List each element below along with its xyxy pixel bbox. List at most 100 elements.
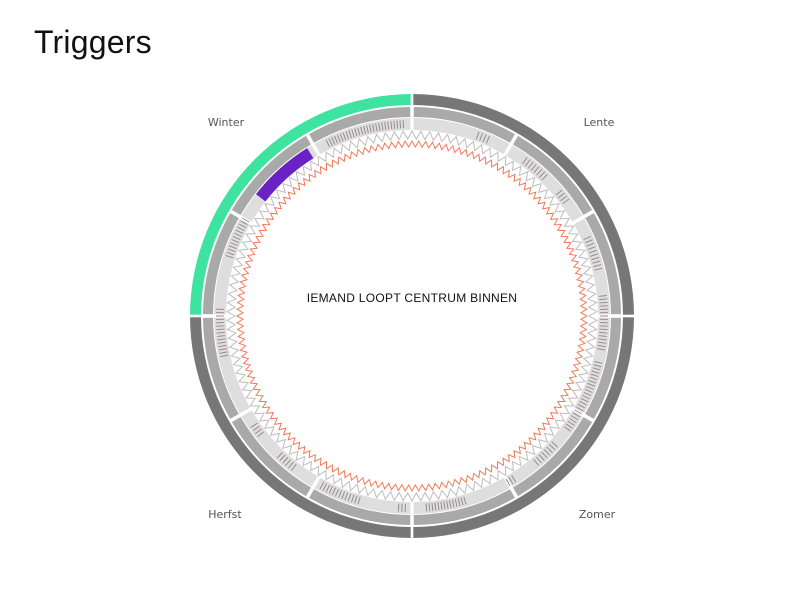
tick-mark [357, 127, 361, 136]
tick-mark [583, 235, 592, 240]
tick-mark [425, 503, 428, 512]
month-arc [203, 213, 239, 315]
tick-mark [577, 403, 586, 409]
tick-mark [363, 125, 367, 134]
tick-mark [322, 483, 328, 491]
tick-mark [378, 122, 381, 131]
tick-mark [536, 168, 543, 176]
tick-mark [342, 132, 347, 141]
tick-mark [565, 423, 573, 429]
tick-mark [341, 491, 346, 500]
tick-mark [216, 331, 225, 334]
tick-mark [354, 495, 358, 504]
tick-mark [569, 417, 577, 424]
tick-mark [588, 249, 597, 254]
tick-mark [252, 425, 260, 432]
tick-mark [583, 392, 592, 397]
tick-mark [588, 379, 597, 384]
tick-mark [290, 463, 297, 471]
month-inner-arc [214, 218, 251, 315]
tick-mark [336, 134, 341, 143]
tick-mark [325, 139, 331, 148]
tick-mark [351, 129, 355, 138]
tick-mark [592, 260, 601, 264]
tick-mark [357, 496, 361, 505]
tick-mark [541, 173, 548, 181]
tick-mark [217, 335, 226, 337]
tick-mark [390, 121, 393, 130]
tick-mark [457, 498, 461, 507]
tick-mark [366, 125, 369, 134]
tick-mark [582, 394, 590, 400]
tick-mark [460, 497, 464, 506]
tick-mark [599, 301, 608, 304]
tick-mark [250, 422, 258, 428]
tick-mark [597, 348, 606, 351]
tick-mark [334, 488, 340, 497]
tick-mark [347, 493, 352, 502]
tick-mark [548, 444, 556, 451]
tick-mark [225, 254, 234, 259]
tick-mark [338, 490, 343, 498]
tick-mark [360, 126, 364, 135]
tick-mark [579, 400, 587, 406]
tick-mark [242, 217, 250, 223]
tick-mark [325, 484, 331, 493]
tick-mark [525, 159, 531, 167]
zigzag-ring-gray [225, 129, 599, 503]
tick-mark [384, 121, 387, 130]
tick-mark [344, 492, 349, 501]
tick-mark [535, 456, 542, 464]
tick-mark [587, 382, 596, 387]
tick-mark [590, 373, 599, 378]
tick-mark [598, 335, 607, 337]
tick-mark [571, 415, 579, 421]
tick-mark [372, 123, 375, 132]
month-arc [309, 489, 411, 525]
tick-mark [587, 246, 596, 251]
tick-mark [533, 459, 540, 466]
season-label-lente: Lente [584, 116, 615, 129]
tick-mark [475, 131, 480, 140]
tick-mark [218, 348, 227, 351]
tick-mark [331, 137, 336, 145]
tick-mark [576, 406, 584, 412]
tick-mark [599, 331, 608, 334]
tick-mark [446, 500, 449, 509]
tick-mark [443, 501, 446, 510]
month-inner-arc [573, 317, 610, 414]
month-arc [203, 317, 239, 419]
tick-mark [232, 235, 241, 240]
page-title: Triggers [34, 24, 152, 60]
tick-mark [590, 253, 599, 257]
tick-mark [479, 132, 484, 141]
tick-mark [538, 171, 546, 178]
month-inner-arc [573, 218, 610, 315]
tick-mark [594, 360, 603, 364]
season-label-zomer: Zomer [579, 508, 616, 521]
tick-mark [591, 256, 600, 261]
month-inner-arc [413, 477, 510, 514]
tick-mark [584, 388, 593, 394]
tick-mark [285, 459, 292, 467]
tick-mark [541, 451, 548, 459]
center-label: IEMAND LOOPT CENTRUM BINNEN [307, 291, 518, 305]
tick-mark [282, 456, 289, 464]
tick-mark [276, 452, 283, 459]
zigzag-ring-orange [235, 139, 589, 493]
tick-mark [599, 328, 608, 331]
tick-mark [543, 449, 551, 456]
tick-mark [454, 498, 458, 507]
tick-mark [463, 496, 467, 505]
tick-mark [437, 502, 440, 511]
tick-mark [505, 478, 511, 486]
tick-mark [482, 134, 487, 143]
tick-mark [319, 481, 325, 490]
tick-mark [591, 370, 600, 374]
tick-mark [234, 232, 242, 238]
month-arc [413, 107, 515, 143]
tick-mark [598, 341, 607, 344]
month-ring [203, 107, 621, 525]
tick-mark [586, 385, 594, 390]
